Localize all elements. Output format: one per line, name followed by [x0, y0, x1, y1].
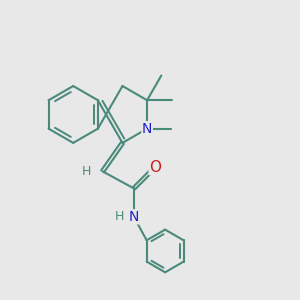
Text: N: N — [129, 210, 139, 224]
Text: N: N — [142, 122, 152, 136]
Text: H: H — [115, 210, 124, 223]
Text: O: O — [149, 160, 161, 175]
Text: H: H — [82, 165, 92, 178]
